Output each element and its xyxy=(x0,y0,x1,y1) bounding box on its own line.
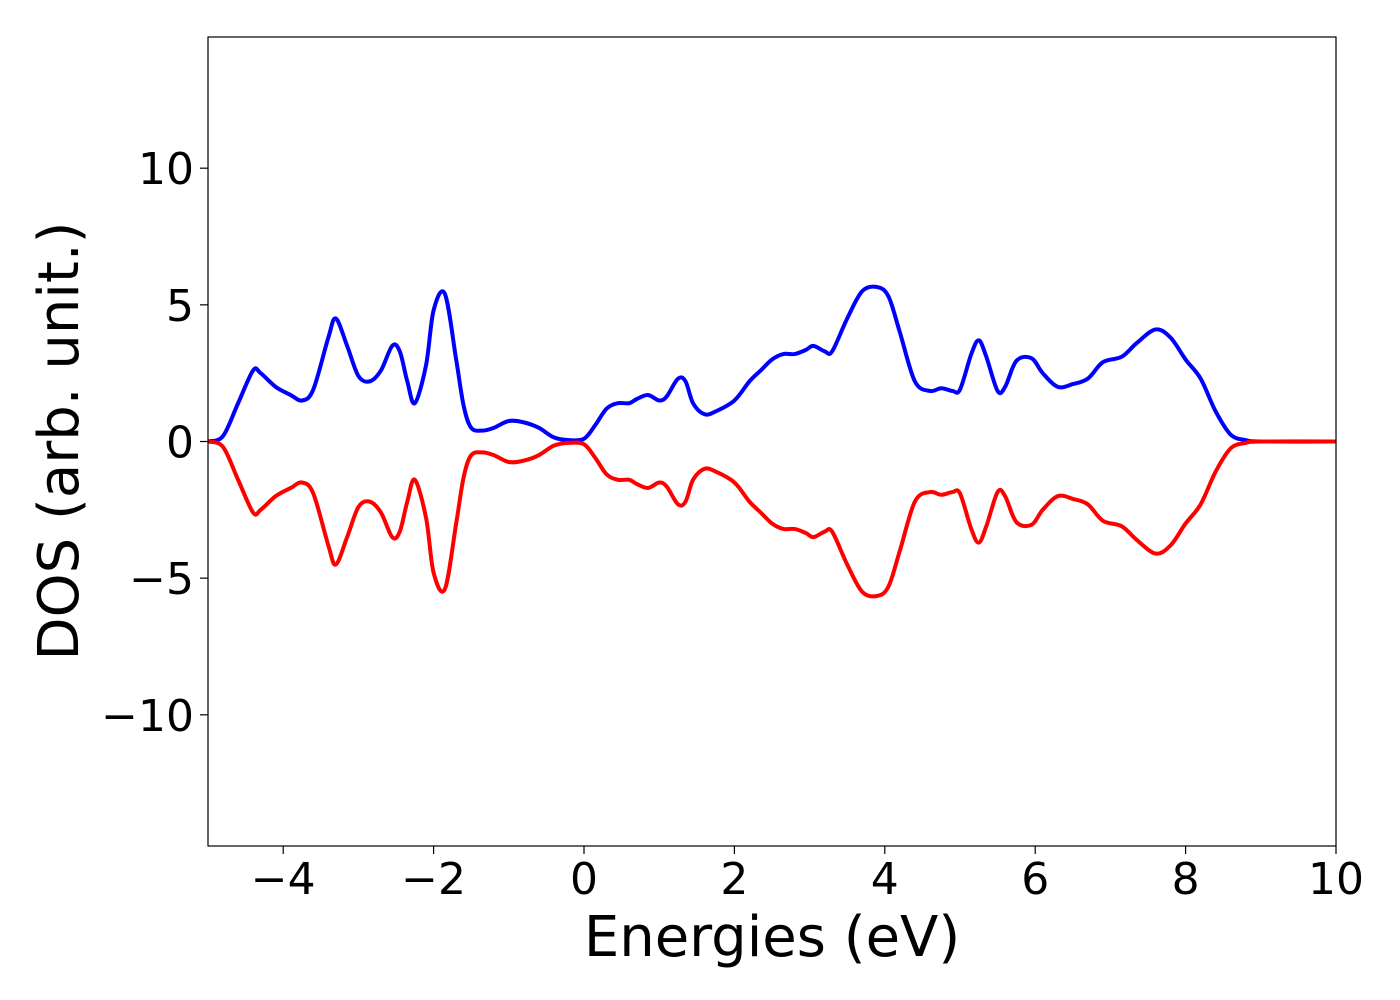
x-tick-label: 2 xyxy=(720,854,748,905)
series-line-1 xyxy=(208,439,1336,599)
x-tick-label: 6 xyxy=(1021,854,1049,905)
x-tick-label: −2 xyxy=(401,854,466,905)
y-tick-label: 5 xyxy=(166,281,194,332)
x-tick-label: 0 xyxy=(570,854,598,905)
y-tick-label: 0 xyxy=(166,418,194,469)
series-line-0 xyxy=(208,284,1336,444)
series-layer xyxy=(208,284,1336,599)
y-axis-ticks: 10 5 0 −5 −10 xyxy=(101,144,208,742)
x-axis-label: Energies (eV) xyxy=(584,905,960,970)
x-tick-label: 4 xyxy=(871,854,899,905)
y-tick-label: −10 xyxy=(101,691,194,742)
x-tick-label: 10 xyxy=(1308,854,1364,905)
y-tick-label: 10 xyxy=(138,144,194,195)
x-axis-ticks: −4 −2 0 2 4 6 8 10 xyxy=(251,846,1364,905)
x-tick-label: 8 xyxy=(1172,854,1200,905)
plot-frame xyxy=(207,36,1337,847)
y-axis-label: DOS (arb. unit.) xyxy=(27,221,92,660)
x-tick-label: −4 xyxy=(251,854,316,905)
y-tick-label: −5 xyxy=(129,554,194,605)
